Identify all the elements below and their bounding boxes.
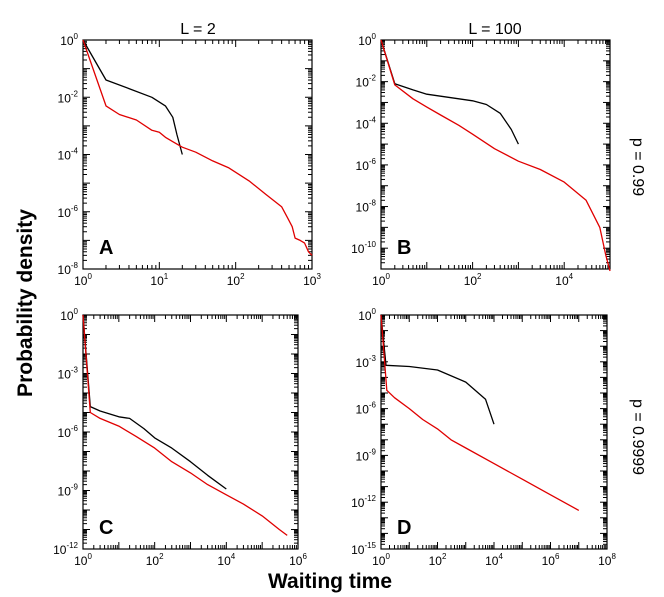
black-series-line: [380, 39, 519, 145]
black-series-line: [82, 314, 227, 490]
x-tick-label: 102: [146, 552, 164, 568]
panel-letter: D: [397, 517, 411, 539]
red-series-line: [82, 314, 288, 536]
y-tick-label: 10-4: [356, 115, 377, 131]
x-tick-label: 103: [303, 272, 321, 288]
x-tick-label: 106: [542, 552, 560, 568]
x-tick-label: 108: [598, 552, 616, 568]
row-header-p099: p = 0.99: [629, 138, 646, 196]
y-axis-title: Probability density: [14, 209, 37, 397]
column-header-l100: L = 100: [468, 21, 521, 38]
black-series-line: [380, 314, 495, 425]
x-tick-label: 100: [372, 272, 390, 288]
x-tick-label: 100: [74, 272, 92, 288]
x-axis-title: Waiting time: [268, 570, 392, 593]
panel-letter: C: [99, 517, 113, 539]
y-tick-label: 10-4: [58, 147, 79, 163]
red-series-line: [82, 39, 313, 256]
x-tick-label: 101: [150, 272, 168, 288]
x-tick-label: 100: [372, 552, 390, 568]
red-series-line: [380, 39, 611, 272]
panel-frame: [380, 314, 608, 550]
panel-frame: [82, 39, 313, 270]
panel-D: 100 102 104 106 10810010-310-610-910-1210-15…: [351, 307, 616, 568]
y-tick-label: 10-3: [58, 366, 79, 382]
y-tick-label: 10-6: [356, 401, 377, 417]
red-series-line: [380, 314, 580, 511]
y-tick-label: 10-12: [351, 494, 376, 510]
y-tick-label: 100: [60, 307, 78, 323]
y-tick-label: 10-10: [351, 240, 376, 256]
x-tick-label: 104: [555, 272, 573, 288]
x-tick-label: 102: [429, 552, 447, 568]
y-tick-label: 10-3: [356, 354, 377, 370]
x-tick-label: 102: [227, 272, 245, 288]
y-tick-label: 10-6: [58, 204, 79, 220]
y-tick-label: 10-6: [356, 157, 377, 173]
y-tick-label: 10-8: [356, 199, 377, 215]
panel-B: 100 102 104 100 10-2 10-4 10-6 10-8 10-10 B: [351, 32, 611, 288]
y-tick-label: 10-6: [58, 424, 79, 440]
y-tick-label: 10-9: [58, 483, 79, 499]
x-tick-label: 102: [464, 272, 482, 288]
x-tick-label: 106: [289, 552, 307, 568]
y-tick-label: 100: [60, 32, 78, 48]
panel-frame: [380, 39, 611, 270]
row-header-p09999: p = 0.9999: [629, 399, 646, 475]
panel-letter: B: [397, 237, 411, 259]
y-tick-label: 10-2: [356, 74, 377, 90]
x-tick-label: 104: [485, 552, 503, 568]
black-series-line: [82, 39, 183, 155]
x-tick-label: 100: [74, 552, 92, 568]
y-tick-label: 10-9: [356, 447, 377, 463]
y-tick-label: 100: [358, 32, 376, 48]
panel-frame: [82, 314, 299, 550]
y-tick-label: 100: [358, 307, 376, 323]
panel-letter: A: [99, 237, 113, 259]
y-tick-label: 10-2: [58, 89, 79, 105]
x-tick-label: 104: [217, 552, 235, 568]
column-header-l2: L = 2: [180, 21, 216, 38]
